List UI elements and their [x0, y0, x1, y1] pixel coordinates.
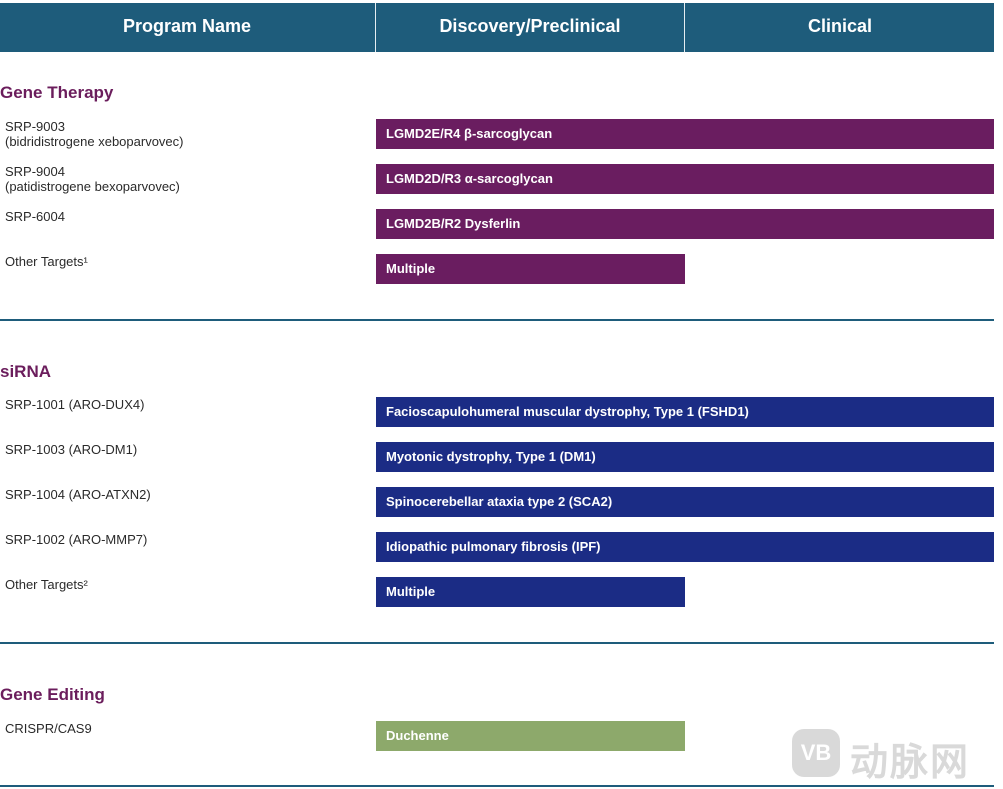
section-title-sirna: siRNA	[0, 362, 52, 381]
pipeline-bar-sirna: Spinocerebellar ataxia type 2 (SCA2)	[376, 487, 994, 517]
pipeline-bar-gene-editing: Duchenne	[376, 721, 685, 751]
pipeline-bar-gene-therapy: LGMD2D/R3 α-sarcoglycan	[376, 164, 994, 194]
pipeline-bar-gene-therapy: LGMD2B/R2 Dysferlin	[376, 209, 994, 239]
pipeline-bar-gene-therapy: LGMD2E/R4 β-sarcoglycan	[376, 119, 994, 149]
program-name: SRP-9004	[5, 164, 65, 179]
pipeline-bar-sirna: Myotonic dystrophy, Type 1 (DM1)	[376, 442, 994, 472]
program-name: CRISPR/CAS9	[5, 721, 92, 736]
program-label: Other Targets¹	[5, 254, 88, 269]
program-generic-name: (patidistrogene bexoparvovec)	[5, 179, 180, 194]
section-divider	[0, 642, 994, 644]
pipeline-bar-sirna: Multiple	[376, 577, 685, 607]
program-name: SRP-1002 (ARO-MMP7)	[5, 532, 148, 547]
program-generic-name: (bidridistrogene xeboparvovec)	[5, 134, 184, 149]
program-name: SRP-9003	[5, 119, 65, 134]
header-discovery-preclinical: Discovery/Preclinical	[375, 3, 684, 52]
program-name: Other Targets¹	[5, 254, 88, 269]
watermark-text: 动脉网	[850, 740, 971, 784]
table-header: Program Name Discovery/Preclinical Clini…	[0, 3, 994, 52]
program-name: SRP-1003 (ARO-DM1)	[5, 442, 138, 457]
header-program-name: Program Name	[122, 16, 252, 36]
section-title-gene-editing: Gene Editing	[0, 685, 105, 704]
program-name: SRP-1001 (ARO-DUX4)	[5, 397, 145, 412]
watermark: VB 动脉网	[792, 725, 992, 784]
section-divider	[0, 319, 994, 321]
program-name: SRP-6004	[5, 209, 65, 224]
program-label: SRP-9004 (patidistrogene bexoparvovec)	[5, 164, 180, 194]
section-divider	[0, 785, 994, 787]
header-clinical: Clinical	[684, 3, 995, 52]
program-label: SRP-6004	[5, 209, 65, 224]
pipeline-bar-sirna: Facioscapulohumeral muscular dystrophy, …	[376, 397, 994, 427]
watermark-logo-icon: VB	[792, 729, 840, 777]
program-label: SRP-9003 (bidridistrogene xeboparvovec)	[5, 119, 183, 149]
pipeline-bar-gene-therapy: Multiple	[376, 254, 685, 284]
section-title-gene-therapy: Gene Therapy	[0, 83, 114, 102]
pipeline-bar-sirna: Idiopathic pulmonary fibrosis (IPF)	[376, 532, 994, 562]
program-name: Other Targets²	[5, 577, 88, 592]
program-name: SRP-1004 (ARO-ATXN2)	[5, 487, 151, 502]
